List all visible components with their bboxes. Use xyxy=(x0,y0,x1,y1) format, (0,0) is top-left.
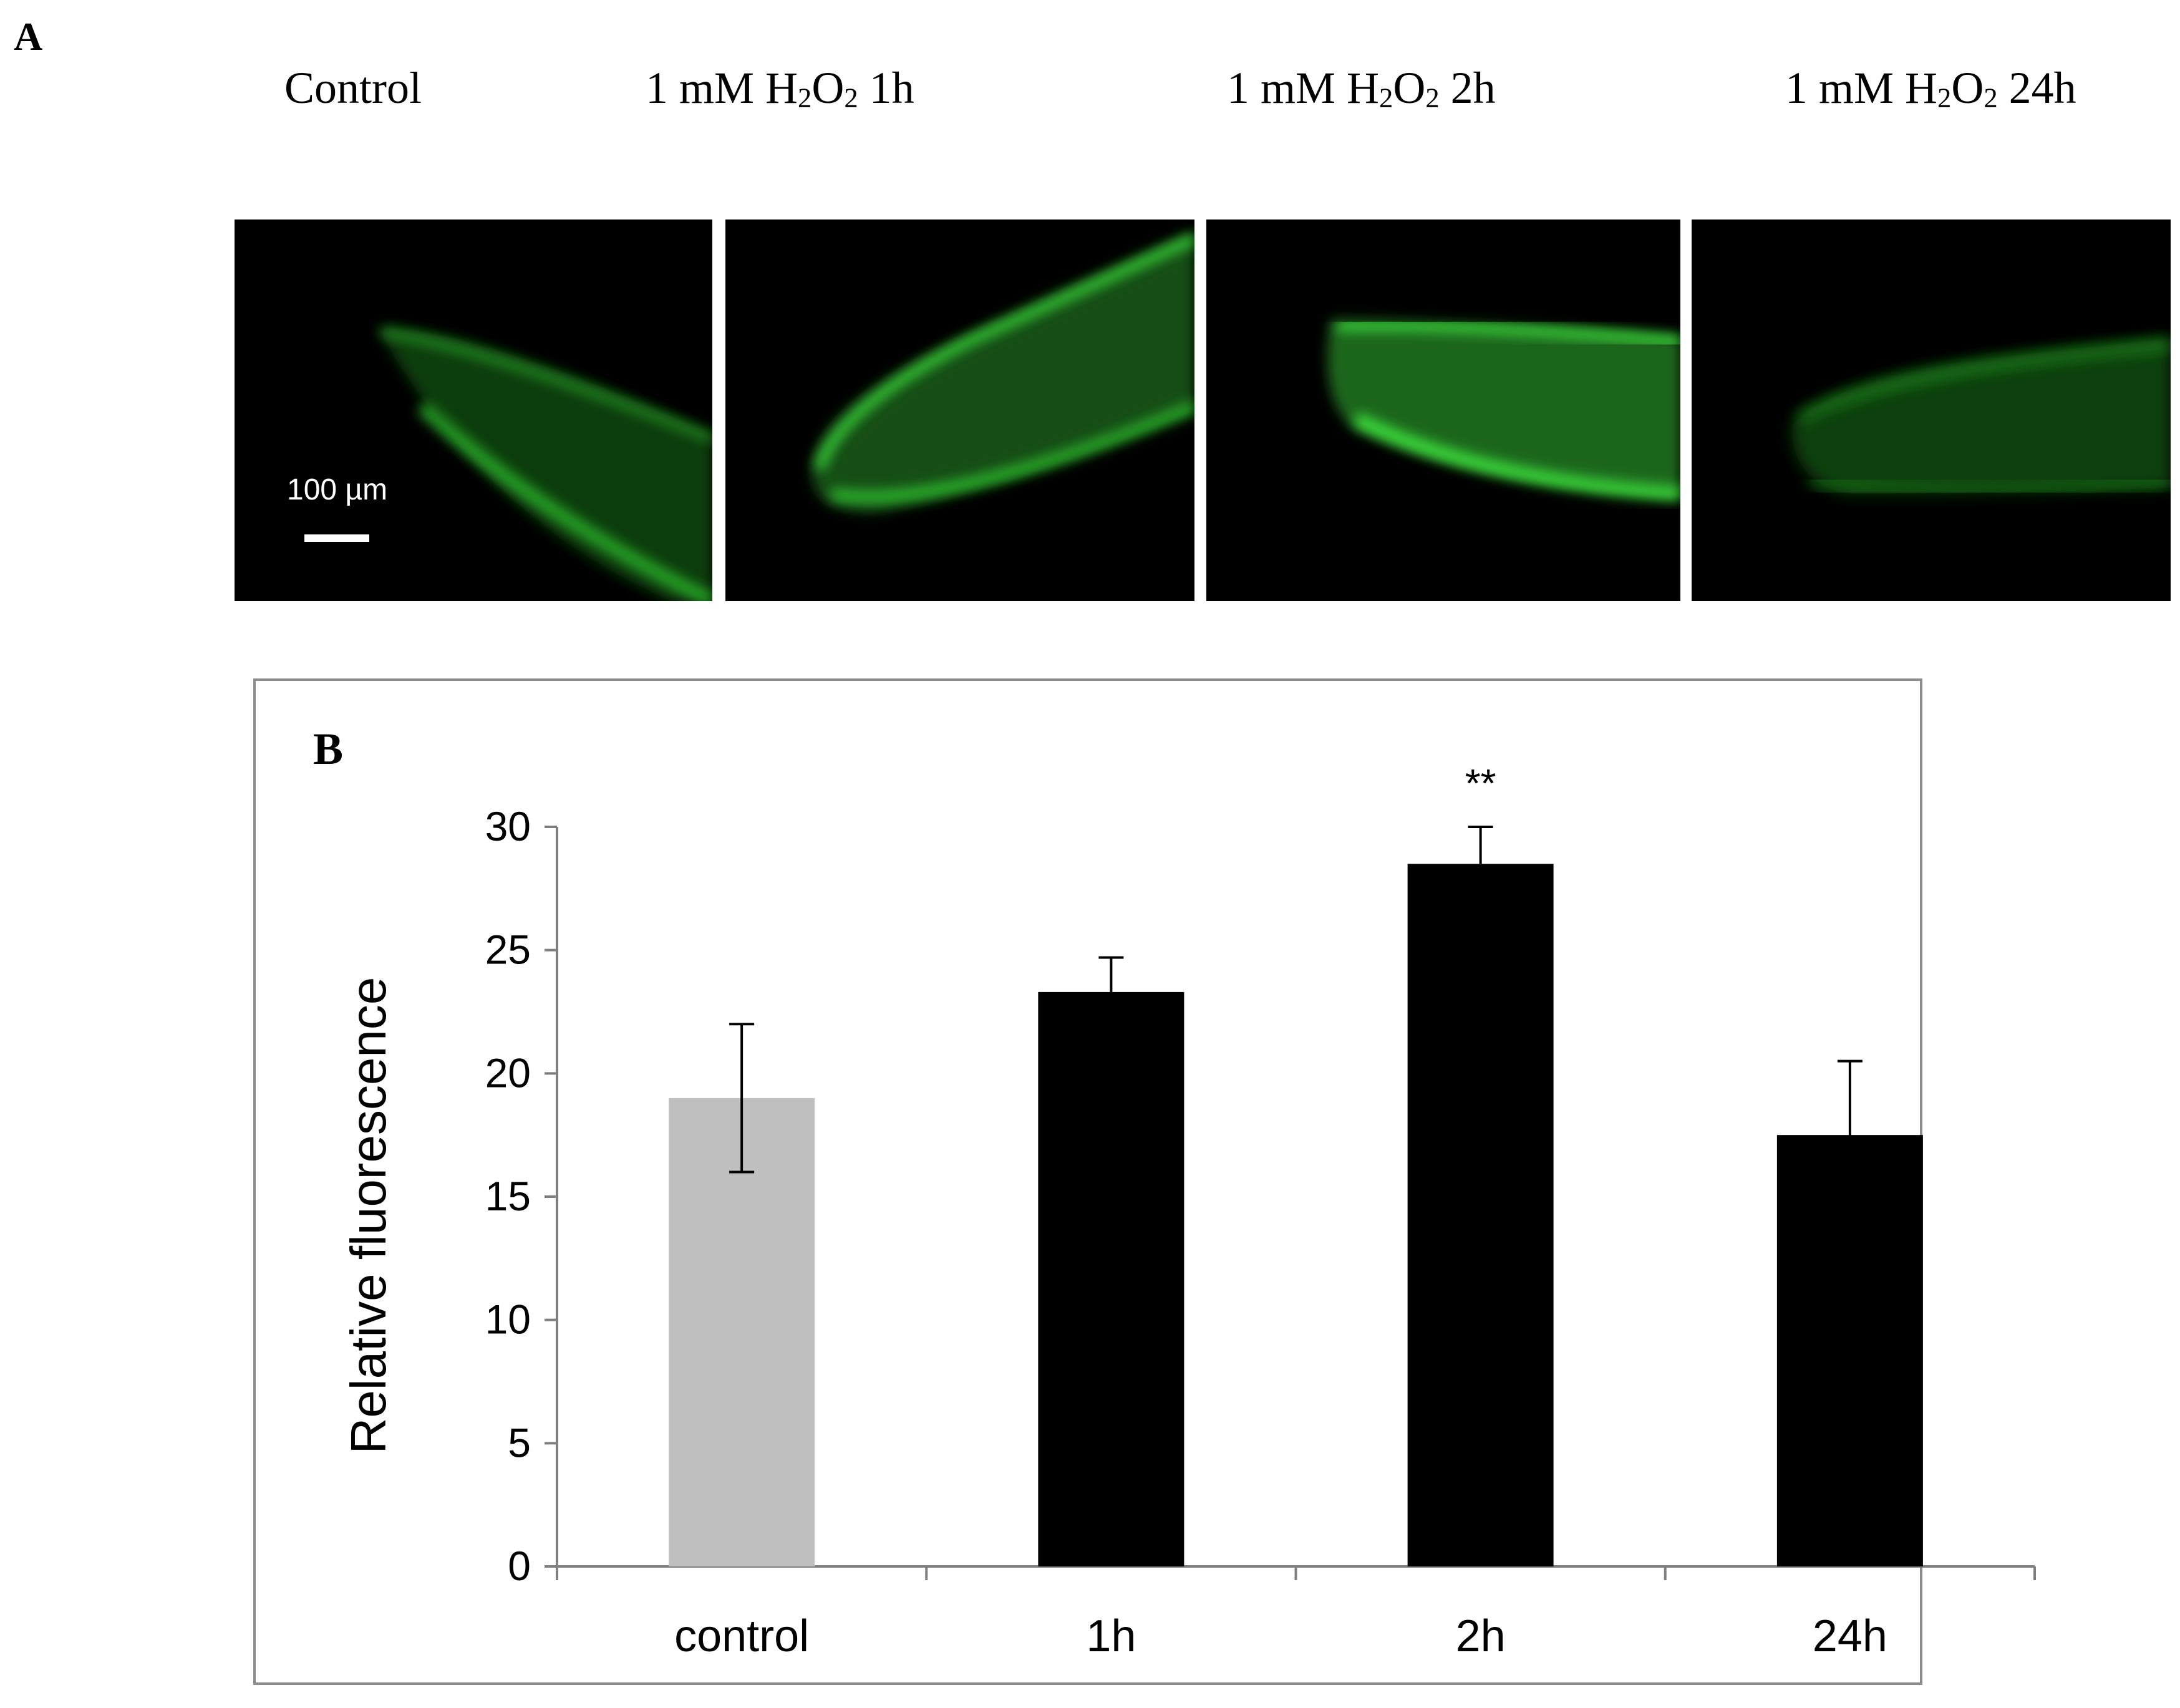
subscript-2: 2 xyxy=(1379,82,1393,113)
micrograph-control xyxy=(235,220,712,601)
bar-2h xyxy=(1407,864,1554,1566)
significance-marker: ** xyxy=(1465,761,1496,806)
h-symbol: H xyxy=(1347,63,1380,113)
micrograph-1h xyxy=(725,220,1194,601)
o-symbol: O xyxy=(1951,63,1984,113)
image-title-prefix: 1 mM xyxy=(1785,63,1906,113)
x-tick-label: 24h xyxy=(1813,1611,1887,1661)
y-tick-label: 0 xyxy=(508,1543,531,1589)
subscript-2: 2 xyxy=(1425,82,1440,113)
image-title-2h: 1 mM H2O2 2h xyxy=(1227,62,1496,114)
micrograph-24h xyxy=(1692,220,2171,601)
scale-bar-label: 100 µm xyxy=(287,473,388,506)
y-tick-label: 25 xyxy=(485,927,531,973)
subscript-2: 2 xyxy=(1984,82,1998,113)
image-title-1h: 1 mM H2O2 1h xyxy=(646,62,914,114)
image-title-suffix: 1h xyxy=(858,63,914,113)
image-title-24h: 1 mM H2O2 24h xyxy=(1785,62,2076,114)
bar-1h xyxy=(1038,992,1184,1566)
y-tick-label: 20 xyxy=(485,1049,531,1096)
x-tick-label: control xyxy=(674,1611,809,1661)
subscript-2: 2 xyxy=(1937,82,1952,113)
x-tick-label: 1h xyxy=(1086,1611,1136,1661)
image-title-control: Control xyxy=(284,62,422,114)
image-title-text: Control xyxy=(284,63,422,113)
h-symbol: H xyxy=(765,63,798,113)
h-symbol: H xyxy=(1905,63,1938,113)
panel-b-letter: B xyxy=(313,724,344,774)
o-symbol: O xyxy=(1393,63,1426,113)
subscript-2: 2 xyxy=(798,82,812,113)
image-title-prefix: 1 mM xyxy=(1227,63,1347,113)
y-tick-label: 10 xyxy=(485,1296,531,1343)
micrograph-2h xyxy=(1206,220,1680,601)
y-tick-label: 5 xyxy=(508,1419,531,1465)
subscript-2: 2 xyxy=(844,82,858,113)
y-tick-label: 15 xyxy=(485,1173,531,1219)
image-title-prefix: 1 mM xyxy=(646,63,766,113)
o-symbol: O xyxy=(811,63,845,113)
y-tick-label: 30 xyxy=(485,803,531,849)
image-title-suffix: 24h xyxy=(1997,63,2076,113)
x-tick-label: 2h xyxy=(1456,1611,1506,1661)
image-title-suffix: 2h xyxy=(1439,63,1496,113)
bar-control xyxy=(669,1098,815,1566)
panel-a-letter: A xyxy=(14,14,43,59)
y-axis-title: Relative fluorescence xyxy=(341,977,396,1454)
scale-bar xyxy=(304,534,369,542)
